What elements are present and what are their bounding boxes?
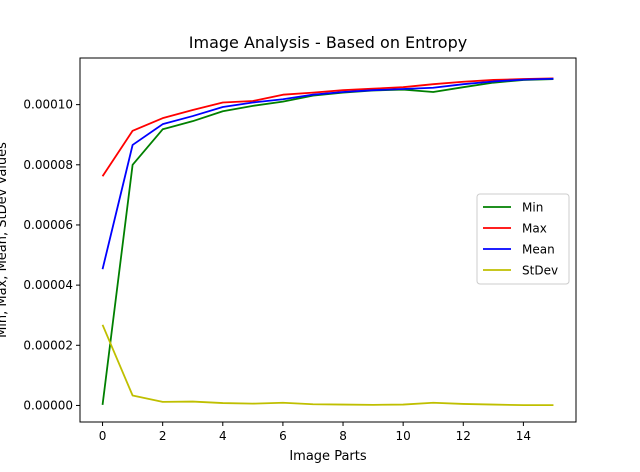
chart-title: Image Analysis - Based on Entropy	[189, 33, 467, 52]
y-tick-label: 0.00002	[23, 338, 73, 352]
x-axis: 0 2 4 6 8 10 12 14	[99, 422, 531, 443]
series-line-stdev	[101, 324, 554, 407]
y-tick-label: 0.00006	[23, 218, 73, 232]
plot-frame	[79, 57, 577, 423]
x-tick-label: 10	[396, 429, 411, 443]
x-tick-label: 6	[279, 429, 287, 443]
legend-box	[476, 193, 570, 285]
x-tick-label: 12	[456, 429, 471, 443]
legend: Min Max Mean StDev	[476, 193, 570, 285]
series-line-max	[101, 77, 554, 177]
y-axis: 0.00000 0.00002 0.00004 0.00006 0.00008 0.000…	[23, 98, 80, 412]
legend-label-mean: Mean	[522, 243, 555, 257]
x-axis-label: Image Parts	[289, 449, 367, 464]
x-tick-label: 0	[99, 429, 107, 443]
x-tick-label: 14	[516, 429, 531, 443]
legend-label-max: Max	[522, 222, 547, 236]
y-tick-label: 0.00004	[23, 278, 73, 292]
series-line-mean	[101, 77, 554, 270]
y-tick-label: 0.00008	[23, 158, 73, 172]
x-tick-label: 2	[159, 429, 167, 443]
x-tick-label: 8	[339, 429, 347, 443]
x-tick-label: 4	[219, 429, 227, 443]
legend-label-min: Min	[522, 201, 543, 215]
y-tick-label: 0.00000	[23, 398, 73, 412]
series-layer	[101, 77, 554, 407]
y-tick-label: 0.00010	[23, 98, 73, 112]
legend-label-stdev: StDev	[522, 264, 558, 278]
y-axis-label: Min, Max, Mean, StDev Values	[0, 142, 10, 338]
